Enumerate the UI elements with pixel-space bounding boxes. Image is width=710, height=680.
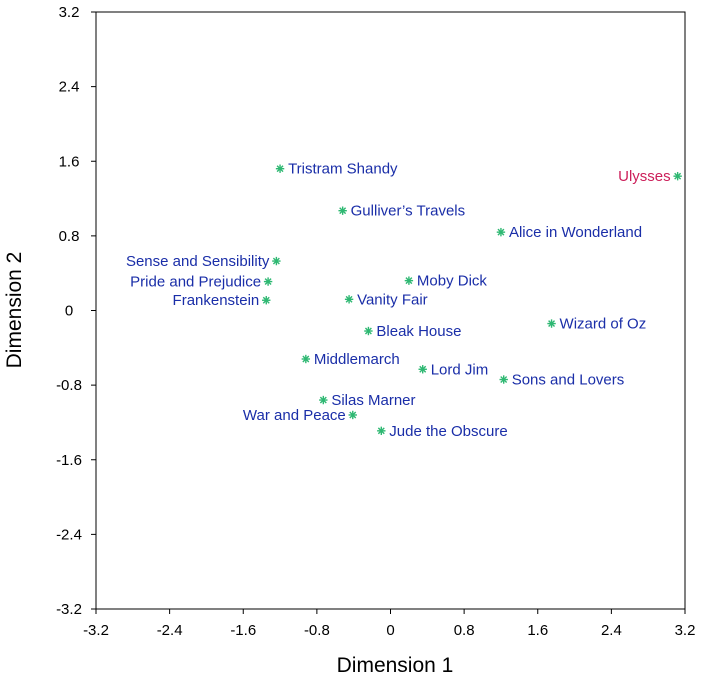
data-point: Pride and Prejudice [130,274,273,291]
point-label: Silas Marner [331,392,415,409]
data-point: Vanity Fair [344,291,428,308]
data-point: Wizard of Oz [547,316,646,333]
x-tick-label: 3.2 [675,622,696,639]
y-tick-label: -3.2 [56,601,82,618]
asterisk-marker [262,296,271,305]
y-tick-label: -1.6 [56,452,82,469]
point-label: Moby Dick [417,273,488,290]
x-tick-label: -3.2 [83,622,109,639]
x-axis: -3.2 -2.4 -1.6 -0.8 0 0.8 1.6 2.4 3.2 [83,609,695,639]
data-point: Ulysses [618,168,682,185]
x-tick-label: 1.6 [527,622,548,639]
y-axis: 3.2 2.4 1.6 0.8 0 -0.8 -1.6 -2.4 -3.2 [56,4,96,618]
data-point: Lord Jim [418,361,489,378]
asterisk-marker [348,410,357,420]
data-point: Silas Marner [319,392,416,409]
plot-frame [95,11,686,610]
asterisk-marker [301,354,311,364]
y-tick-label: -0.8 [56,377,82,394]
point-label: Ulysses [618,168,671,185]
point-label: Middlemarch [314,351,400,368]
data-point: Sense and Sensibility [126,253,281,270]
point-label: Sense and Sensibility [126,253,270,270]
asterisk-marker [364,326,373,336]
point-label: Tristram Shandy [288,161,398,178]
asterisk-marker [496,227,506,237]
x-tick-label: 0.8 [454,622,475,639]
y-tick-label: 3.2 [59,4,80,21]
asterisk-marker [547,319,556,328]
data-point: Jude the Obscure [377,423,508,440]
y-tick-label: 1.6 [59,153,80,170]
y-tick-label: 2.4 [59,79,80,96]
y-tick-label: -2.4 [56,526,82,543]
asterisk-marker [377,426,386,436]
asterisk-marker [499,375,508,384]
asterisk-marker [338,206,347,215]
point-label: Vanity Fair [357,291,428,308]
x-axis-title: Dimension 1 [337,654,454,677]
data-point: Sons and Lovers [499,372,624,389]
point-label: Wizard of Oz [560,316,647,333]
asterisk-marker [404,276,414,285]
point-label: Alice in Wonderland [509,224,642,241]
y-tick-label: 0.8 [59,228,80,245]
data-point: War and Peace [243,407,357,424]
point-label: Frankenstein [173,292,260,309]
x-tick-label: -1.6 [230,622,256,639]
data-point: Frankenstein [173,292,271,309]
point-label: Jude the Obscure [389,423,507,440]
point-label: War and Peace [243,407,346,424]
point-label: Sons and Lovers [512,372,625,389]
point-label: Bleak House [376,323,461,340]
asterisk-marker [272,256,281,266]
data-point: Moby Dick [404,273,488,290]
y-tick-label: 0 [65,303,73,320]
asterisk-marker [319,395,328,405]
asterisk-marker [275,164,285,173]
data-point: Gulliver’s Travels [338,203,465,220]
x-tick-label: 0 [386,622,394,639]
data-point: Alice in Wonderland [496,224,642,241]
data-points: Tristram Shandy Ulysses Gulliver’s Travels… [126,161,682,440]
point-label: Gulliver’s Travels [351,203,465,220]
asterisk-marker [418,365,427,374]
x-tick-label: 2.4 [601,622,622,639]
asterisk-marker [673,171,682,181]
data-point: Tristram Shandy [275,161,398,178]
asterisk-marker [263,277,273,286]
asterisk-marker [344,295,354,304]
data-point: Bleak House [364,323,461,340]
x-tick-label: -2.4 [157,622,183,639]
data-point: Middlemarch [301,351,400,368]
point-label: Lord Jim [431,361,489,378]
x-tick-label: -0.8 [304,622,330,639]
point-label: Pride and Prejudice [130,274,261,291]
y-axis-title: Dimension 2 [3,252,26,369]
